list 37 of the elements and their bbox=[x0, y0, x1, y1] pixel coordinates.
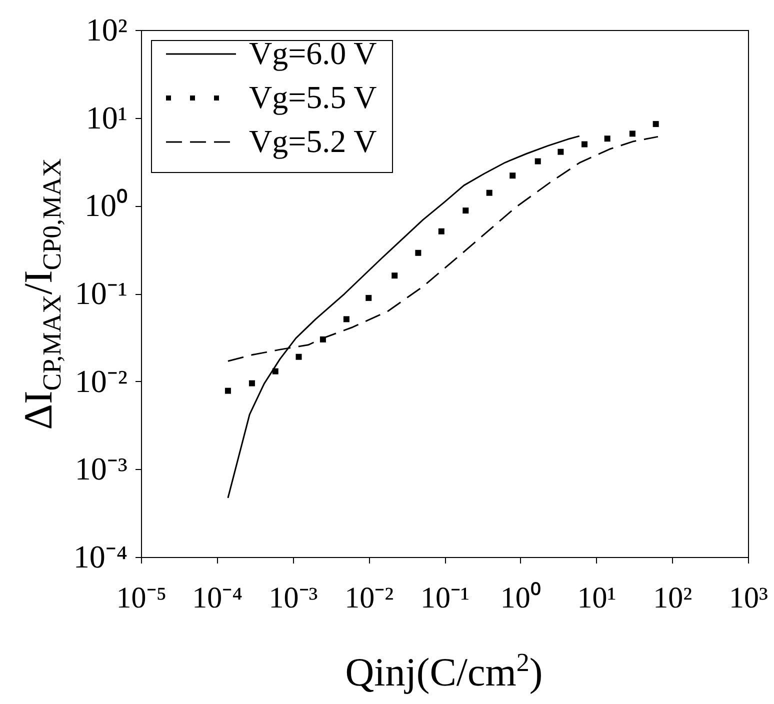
point bbox=[486, 190, 492, 196]
x-tick-label: 10² bbox=[653, 582, 692, 614]
x-axis-title: Qinj(C/cm$^{2}$) bbox=[345, 648, 543, 694]
point bbox=[462, 208, 469, 214]
x-tick-label: 10³ bbox=[729, 582, 768, 614]
point bbox=[652, 121, 659, 128]
point bbox=[558, 148, 564, 155]
x-tick-label: 10⁻² bbox=[344, 582, 394, 614]
y-tick-label: 10⁰ bbox=[84, 187, 128, 224]
x-tick-label: 10¹ bbox=[577, 582, 616, 614]
point bbox=[510, 172, 516, 179]
y-tick-label: 10⁻² bbox=[74, 362, 128, 399]
y-tick-label: 10⁻⁴ bbox=[73, 538, 128, 574]
point bbox=[248, 380, 255, 386]
y-tick-label: 10⁻¹ bbox=[74, 275, 128, 311]
point bbox=[438, 228, 444, 234]
point bbox=[272, 368, 278, 374]
point bbox=[629, 130, 636, 137]
legend-label: Vg=5.5 V bbox=[249, 79, 377, 115]
y-tick-label: 10⁻³ bbox=[74, 450, 128, 487]
y-tick-label: 10¹ bbox=[86, 99, 128, 136]
x-tick-label: 10⁻¹ bbox=[420, 582, 470, 614]
x-tick-label: 10⁻³ bbox=[268, 582, 318, 614]
point bbox=[392, 272, 398, 279]
point bbox=[224, 388, 231, 394]
legend-label: Vg=5.2 V bbox=[249, 123, 377, 159]
y-tick-label: 10² bbox=[86, 12, 128, 48]
point bbox=[581, 141, 588, 148]
x-tick-label: 10⁰ bbox=[500, 582, 542, 614]
point bbox=[343, 316, 350, 322]
point bbox=[604, 136, 610, 142]
x-tick-label: 10⁻⁵ bbox=[116, 582, 167, 614]
point bbox=[534, 158, 541, 164]
x-tick-label: 10⁻⁴ bbox=[192, 582, 243, 614]
point bbox=[415, 250, 422, 256]
legend-label: Vg=6.0 V bbox=[249, 35, 377, 71]
point bbox=[296, 354, 302, 360]
